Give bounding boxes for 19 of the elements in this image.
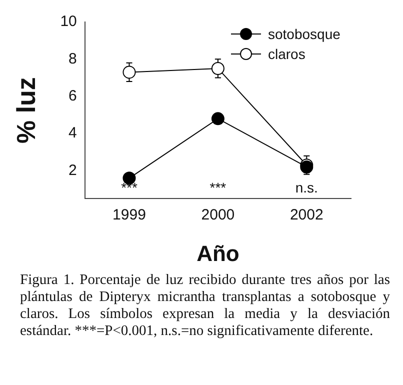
annotation: n.s. [295,179,318,196]
y-tick-label: 10 [60,13,77,30]
x-tick-label: 2002 [290,206,324,224]
legend-label: sotobosque [268,26,341,42]
annotation: *** [210,179,227,196]
y-tick-label: 8 [68,50,77,68]
point [122,66,136,79]
legend-label: claros [268,46,306,62]
x-tick-label: 2000 [201,206,235,224]
point [211,112,224,126]
y-tick-label: 6 [68,88,77,104]
y-axis-title: % luz [10,77,41,144]
point [211,62,224,75]
x-axis-title: Año [196,240,240,266]
annotation: *** [121,179,138,196]
text: Figura 1. Porcentaje de luz recibido durante tres años por las plántulas de Dipteryx micrantha transplantas a sotobosque y claros. Los símbolos expresan la media y la desviación estándar. ***=P<0.001, n.s.=no significativamente diferente. [20,272,390,340]
x-tick-label: 1999 [112,206,146,224]
y-tick-label: 2 [68,162,77,179]
y-tick-label: 4 [68,124,77,142]
